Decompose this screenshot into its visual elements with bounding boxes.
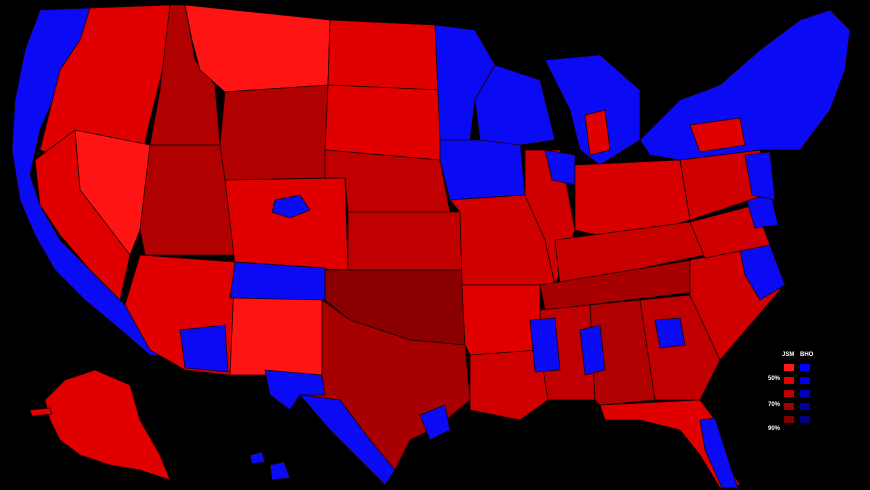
tucson-area-region [179, 324, 229, 373]
michigan-region [544, 54, 641, 166]
south-dakota-region [324, 84, 441, 161]
legend-level-70: 70% [768, 402, 781, 408]
south-florida-region [699, 417, 739, 489]
legend-swatch-bho-1 [800, 364, 810, 371]
colorado-region [224, 177, 349, 271]
mississippi-delta-region [529, 317, 561, 373]
virginia-region [689, 204, 771, 259]
legend-candidate-bho: BHO [800, 352, 814, 358]
upstate-ny-red-region [689, 117, 746, 153]
alaska-region [44, 369, 171, 481]
iowa-region [439, 139, 526, 201]
legend-swatch-bho-3 [800, 390, 810, 397]
atlanta-area-region [654, 317, 686, 349]
legend-swatch-bho-2 [800, 377, 810, 384]
south-texas-region [299, 394, 396, 486]
hawaii-islands [249, 451, 291, 481]
alabama-blue-region [579, 324, 606, 376]
kansas-region [347, 211, 463, 271]
philadelphia-area-region [744, 151, 776, 201]
legend-swatch-jsm-2 [784, 377, 794, 384]
wisconsin-region [474, 64, 556, 146]
legend-swatch-jsm-1 [784, 364, 794, 371]
legend-swatch-jsm-3 [784, 390, 794, 397]
map-legend: JSM BHO 50% 70% 90% [760, 352, 820, 432]
denver-area-region [271, 194, 311, 219]
alabama-region [589, 299, 656, 406]
houston-area-region [419, 404, 451, 441]
michigan-red-district [584, 109, 611, 156]
legend-swatch-bho-4 [800, 403, 810, 410]
legend-level-90: 90% [768, 426, 781, 432]
california-interior-region [34, 129, 131, 301]
aleutian-islands [29, 407, 53, 417]
legend-swatch-bho-5 [800, 416, 810, 423]
wyoming-region [219, 84, 329, 181]
northeast-region [639, 9, 851, 161]
legend-swatch-jsm-5 [784, 416, 794, 423]
legend-swatch-jsm-4 [784, 403, 794, 410]
new-mexico-north-region [229, 261, 326, 301]
arkansas-region [461, 284, 541, 356]
louisiana-region [469, 349, 549, 421]
utah-region [139, 144, 236, 256]
legend-candidate-jsm: JSM [782, 352, 795, 358]
legend-level-50: 50% [768, 376, 781, 382]
north-dakota-region [327, 19, 441, 91]
